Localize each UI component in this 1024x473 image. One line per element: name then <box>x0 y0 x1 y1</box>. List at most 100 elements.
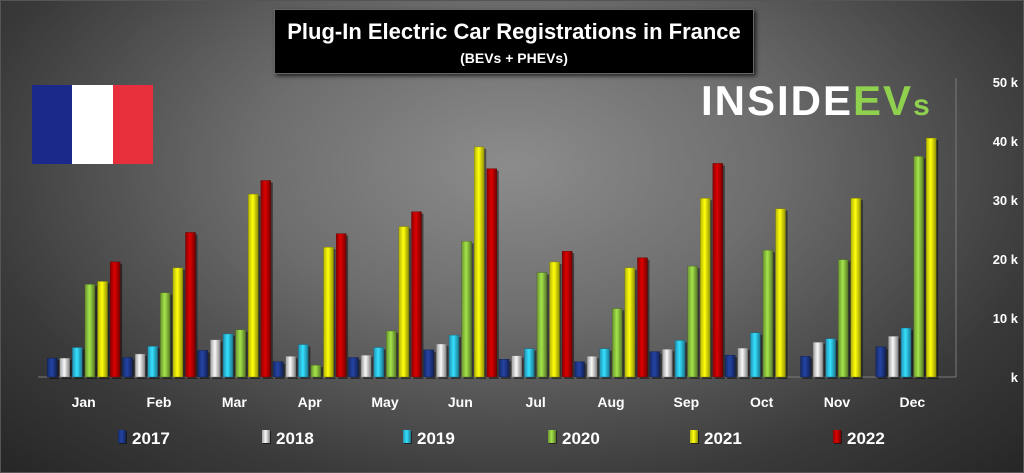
bar-2022-jul <box>561 251 573 378</box>
title-box: Plug-In Electric Car Registrations in Fr… <box>274 9 754 74</box>
legend-swatch-2022 <box>833 430 841 443</box>
bar-2021-aug <box>624 267 636 378</box>
bar-2017-jul <box>498 359 510 378</box>
bar-2019-apr <box>298 344 309 378</box>
bar-2017-jan <box>46 357 58 378</box>
bar-2021-oct <box>775 208 786 378</box>
bar-2022-jan <box>109 261 121 378</box>
bar-2019-dec <box>900 327 912 378</box>
bar-2021-dec <box>926 137 937 378</box>
bar-2020-sep <box>687 265 698 378</box>
bar-2020-oct <box>762 249 774 378</box>
bar-2018-feb <box>134 353 146 378</box>
bar-2018-dec <box>888 336 899 378</box>
x-tick-label: Sep <box>673 394 699 410</box>
bar-2019-jun <box>448 334 460 378</box>
bar-2017-sep <box>649 351 661 378</box>
x-tick-label: Jan <box>72 394 96 410</box>
x-tick-label: Mar <box>222 394 247 410</box>
chart-title: Plug-In Electric Car Registrations in Fr… <box>287 19 741 44</box>
legend-label-2018: 2018 <box>276 429 314 448</box>
bar-2020-jun <box>461 241 472 378</box>
legend-swatch-2020 <box>548 430 556 443</box>
bar-2017-oct <box>724 354 736 378</box>
bar-2022-mar <box>260 180 272 378</box>
bar-2018-mar <box>210 339 221 378</box>
bar-2017-mar <box>197 350 209 378</box>
y-tick-label: 50 k <box>993 75 1019 90</box>
bar-2017-may <box>348 357 359 378</box>
bar-2021-apr <box>323 246 334 378</box>
bar-2021-jan <box>97 281 108 378</box>
bar-2017-nov <box>800 356 811 378</box>
bar-2020-nov <box>838 259 849 378</box>
legend-label-2019: 2019 <box>417 429 455 448</box>
bar-2017-dec <box>875 346 887 378</box>
bar-2018-aug <box>586 356 598 378</box>
bar-2019-sep <box>674 340 686 378</box>
france-flag-icon <box>32 85 153 164</box>
bar-2020-mar <box>235 329 246 378</box>
bar-2020-apr <box>310 365 322 378</box>
bar-2019-aug <box>599 348 610 378</box>
x-tick-label: Jul <box>526 394 546 410</box>
bar-2019-may <box>373 347 384 378</box>
bar-2020-may <box>386 330 397 378</box>
x-tick-label: Jun <box>448 394 473 410</box>
bar-2019-jan <box>72 347 83 378</box>
y-tick-label: k <box>1011 370 1019 385</box>
bar-2019-nov <box>825 338 836 378</box>
bar-2020-aug <box>612 308 623 378</box>
chart-subtitle: (BEVs + PHEVs) <box>460 50 568 66</box>
bar-2021-jun <box>474 146 485 378</box>
x-tick-label: Feb <box>147 394 172 410</box>
bar-2018-nov <box>812 341 824 378</box>
bar-2021-nov <box>850 198 862 378</box>
bar-2022-apr <box>335 233 347 378</box>
x-tick-label: Apr <box>298 394 323 410</box>
bar-2021-may <box>398 226 410 378</box>
y-tick-label: 40 k <box>993 134 1019 149</box>
x-tick-label: Nov <box>824 394 851 410</box>
bar-2022-jun <box>486 168 498 378</box>
bar-2017-feb <box>122 357 133 378</box>
x-tick-label: Aug <box>597 394 624 410</box>
bar-2021-sep <box>700 198 711 378</box>
bar-2021-feb <box>172 267 184 378</box>
legend-label-2021: 2021 <box>704 429 742 448</box>
x-tick-label: Dec <box>899 394 925 410</box>
bar-2019-mar <box>222 333 234 378</box>
bar-2017-jun <box>423 349 435 378</box>
bar-2020-jul <box>536 272 548 378</box>
bar-2017-aug <box>574 361 585 378</box>
bar-2018-sep <box>662 349 673 378</box>
bar-2017-apr <box>272 361 284 378</box>
legend-label-2017: 2017 <box>132 429 170 448</box>
y-tick-label: 30 k <box>993 193 1019 208</box>
x-tick-label: Oct <box>750 394 774 410</box>
bar-2018-jan <box>59 357 70 378</box>
y-tick-label: 20 k <box>993 252 1019 267</box>
bar-2019-feb <box>147 346 158 378</box>
bar-2020-dec <box>913 156 924 378</box>
bar-2021-mar <box>248 193 259 378</box>
bar-2022-may <box>411 211 422 378</box>
bar-2019-jul <box>524 348 535 378</box>
bar-2020-feb <box>160 292 171 378</box>
bar-2021-jul <box>549 261 560 378</box>
x-tick-label: May <box>371 394 398 410</box>
bar-2019-oct <box>750 332 761 378</box>
bar-2022-feb <box>185 232 196 378</box>
y-tick-label: 10 k <box>993 311 1019 326</box>
legend-label-2020: 2020 <box>562 429 600 448</box>
legend-swatch-2018 <box>262 430 270 443</box>
bar-2018-oct <box>737 347 748 378</box>
bar-2022-aug <box>637 257 648 378</box>
bar-2018-jul <box>511 355 522 378</box>
bar-2018-may <box>360 354 372 378</box>
bar-2018-jun <box>436 343 447 378</box>
legend-swatch-2021 <box>690 430 698 443</box>
bar-2018-apr <box>285 356 296 378</box>
legend-swatch-2019 <box>403 430 411 443</box>
